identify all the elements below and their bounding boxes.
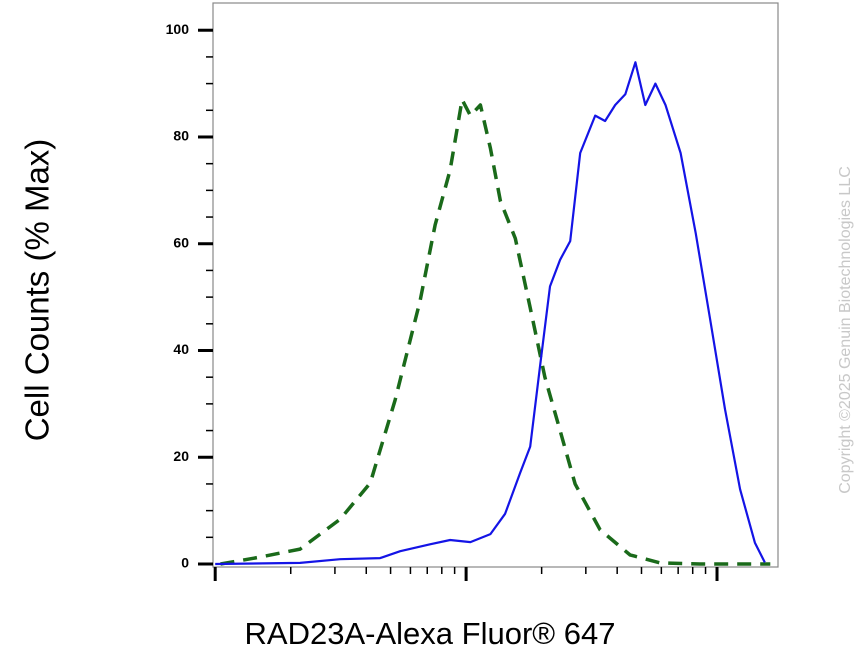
x-axis-label: RAD23A-Alexa Fluor® 647: [245, 616, 616, 651]
histogram-line: [220, 97, 771, 566]
y-tick-label: 100: [166, 21, 190, 37]
y-tick-label: 0: [181, 555, 189, 571]
y-tick-label: 60: [173, 234, 189, 250]
y-axis-label: Cell Counts (% Max): [19, 139, 56, 442]
histogram-line: [215, 61, 766, 566]
plot-frame: [212, 2, 779, 568]
y-tick-label: 80: [173, 128, 189, 144]
y-tick-label: 40: [173, 341, 189, 357]
watermark: Copyright ©2025 Genuin Biotechnologies L…: [837, 166, 854, 494]
y-tick-label: 20: [173, 448, 189, 464]
